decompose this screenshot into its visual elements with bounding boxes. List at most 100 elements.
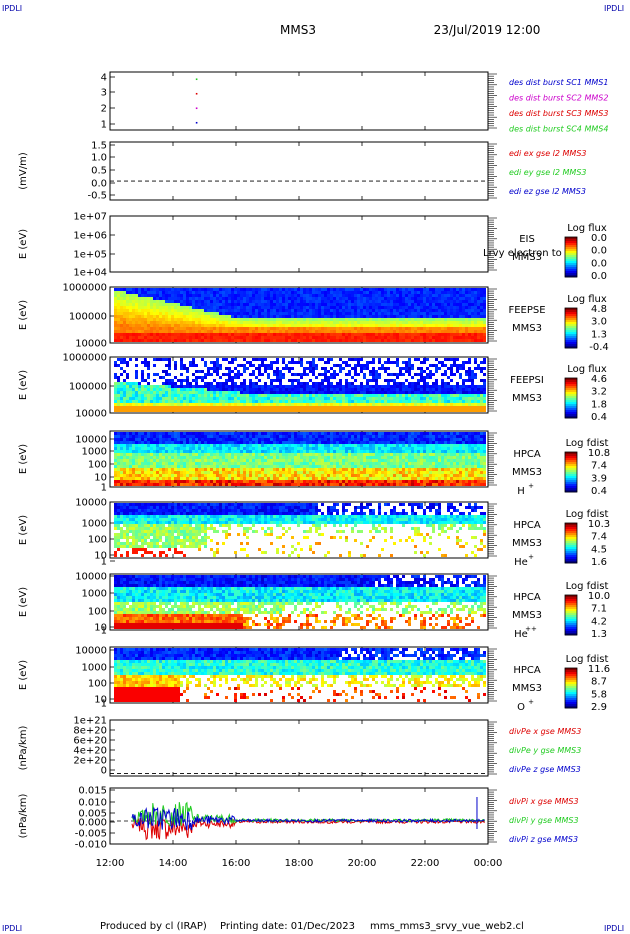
cell-feeps-e-93-13 <box>390 327 393 330</box>
cell-feeps-e-30-10 <box>201 318 204 321</box>
cell-feeps-e-116-5 <box>459 303 462 306</box>
cell-feeps-i-92-16 <box>387 406 390 409</box>
ytick-label-feeps-e-2: 10000 <box>75 339 107 350</box>
cell-feeps-i-107-8 <box>432 382 435 385</box>
cell-feeps-i-119-6 <box>468 376 471 379</box>
cell-feeps-e-99-13 <box>408 327 411 330</box>
cell-feeps-i-4-13 <box>123 397 126 400</box>
cell-feeps-e-58-13 <box>285 327 288 330</box>
cell-feeps-e-119-9 <box>468 315 471 318</box>
cell-feeps-e-10-7 <box>141 309 144 312</box>
cell-feeps-e-53-8 <box>270 312 273 315</box>
cell-feeps-e-118-8 <box>465 312 468 315</box>
cell-feeps-e-57-6 <box>282 306 285 309</box>
cell-feeps-e-59-3 <box>288 297 291 300</box>
cell-feeps-e-70-8 <box>321 312 324 315</box>
cell-feeps-i-97-12 <box>402 394 405 397</box>
cell-feeps-i-53-15 <box>270 403 273 406</box>
cell-feeps-i-123-10 <box>480 388 483 391</box>
cell-feeps-e-21-5 <box>174 303 177 306</box>
cell-feeps-i-37-17 <box>222 409 225 412</box>
cell-feeps-i-49-13 <box>258 397 261 400</box>
cell-hpca-h-28-16 <box>195 480 198 483</box>
cell-feeps-i-61-17 <box>294 409 297 412</box>
cell-feeps-i-81-10 <box>354 388 357 391</box>
cell-feeps-e-15-1 <box>156 291 159 294</box>
cell-feeps-e-27-1 <box>192 291 195 294</box>
cell-feeps-i-56-6 <box>279 376 282 379</box>
colorbar-tick-feeps-i-0: 4.6 <box>591 374 607 385</box>
cell-feeps-e-46-11 <box>249 321 252 324</box>
cell-hpca-h-13-6 <box>150 450 153 453</box>
cell-feeps-e-34-5 <box>213 303 216 306</box>
cell-feeps-e-102-0 <box>417 288 420 291</box>
cell-hpca-h-3-12 <box>120 468 123 471</box>
cell-feeps-e-53-9 <box>270 315 273 318</box>
cell-feeps-e-53-10 <box>270 318 273 321</box>
cell-feeps-e-115-4 <box>456 300 459 303</box>
cell-feeps-i-110-15 <box>441 403 444 406</box>
cell-feeps-e-7-3 <box>132 297 135 300</box>
cell-feeps-e-49-17 <box>258 339 261 342</box>
cell-feeps-i-101-16 <box>414 406 417 409</box>
cell-feeps-i-67-5 <box>312 373 315 376</box>
cell-feeps-i-37-14 <box>222 400 225 403</box>
cell-feeps-i-113-17 <box>450 409 453 412</box>
cell-feeps-i-105-13 <box>426 397 429 400</box>
cell-hpca-h-35-3 <box>216 441 219 444</box>
cell-feeps-e-8-10 <box>135 318 138 321</box>
cell-feeps-i-70-0 <box>321 358 324 361</box>
cell-feeps-i-52-11 <box>267 391 270 394</box>
cell-feeps-e-99-17 <box>408 339 411 342</box>
cell-feeps-e-72-14 <box>327 330 330 333</box>
cell-feeps-i-117-14 <box>462 400 465 403</box>
cell-feeps-i-76-14 <box>339 400 342 403</box>
cell-feeps-i-35-15 <box>216 403 219 406</box>
cell-feeps-e-100-17 <box>411 339 414 342</box>
cell-feeps-i-49-12 <box>258 394 261 397</box>
cell-feeps-e-39-9 <box>228 315 231 318</box>
cell-feeps-e-32-10 <box>207 318 210 321</box>
cell-feeps-e-85-14 <box>366 330 369 333</box>
cell-feeps-e-16-10 <box>159 318 162 321</box>
cell-feeps-i-47-5 <box>252 373 255 376</box>
cell-hpca-h-14-6 <box>153 450 156 453</box>
cell-feeps-e-45-16 <box>246 336 249 339</box>
cell-feeps-e-12-9 <box>147 315 150 318</box>
cell-feeps-i-82-12 <box>357 394 360 397</box>
cell-feeps-i-92-9 <box>387 385 390 388</box>
cell-hpca-h-25-16 <box>186 480 189 483</box>
cell-feeps-e-15-6 <box>156 306 159 309</box>
cell-feeps-e-93-1 <box>390 291 393 294</box>
cell-feeps-e-110-16 <box>441 336 444 339</box>
cell-feeps-i-19-9 <box>168 385 171 388</box>
cell-hpca-h-7-5 <box>132 447 135 450</box>
cell-hpca-h-9-8 <box>138 456 141 459</box>
cell-feeps-i-46-8 <box>249 382 252 385</box>
cell-feeps-e-96-3 <box>399 297 402 300</box>
cell-feeps-e-54-14 <box>273 330 276 333</box>
cell-feeps-e-71-17 <box>324 339 327 342</box>
cell-feeps-i-75-2 <box>336 364 339 367</box>
cell-feeps-i-64-10 <box>303 388 306 391</box>
cell-feeps-i-39-1 <box>228 361 231 364</box>
cell-feeps-i-98-4 <box>405 370 408 373</box>
cell-feeps-i-92-12 <box>387 394 390 397</box>
ytick-label-eis-3: 1e+04 <box>73 268 107 279</box>
cell-hpca-h-9-10 <box>138 462 141 465</box>
cell-feeps-e-28-3 <box>195 297 198 300</box>
cell-feeps-e-84-11 <box>363 321 366 324</box>
cell-feeps-e-37-8 <box>222 312 225 315</box>
cell-feeps-e-72-8 <box>327 312 330 315</box>
cell-feeps-e-54-11 <box>273 321 276 324</box>
cell-feeps-e-62-1 <box>297 291 300 294</box>
cell-feeps-i-95-0 <box>396 358 399 361</box>
cell-hpca-h-38-14 <box>225 474 228 477</box>
ytick-label-edi-e-3: 0.0 <box>91 179 107 190</box>
cell-hpca-h-8-6 <box>135 450 138 453</box>
cell-feeps-i-55-0 <box>276 358 279 361</box>
cell-feeps-i-84-11 <box>363 391 366 394</box>
cell-feeps-e-7-1 <box>132 291 135 294</box>
cell-hpca-h-19-1 <box>168 435 171 438</box>
cell-hpca-h-28-12 <box>195 468 198 471</box>
